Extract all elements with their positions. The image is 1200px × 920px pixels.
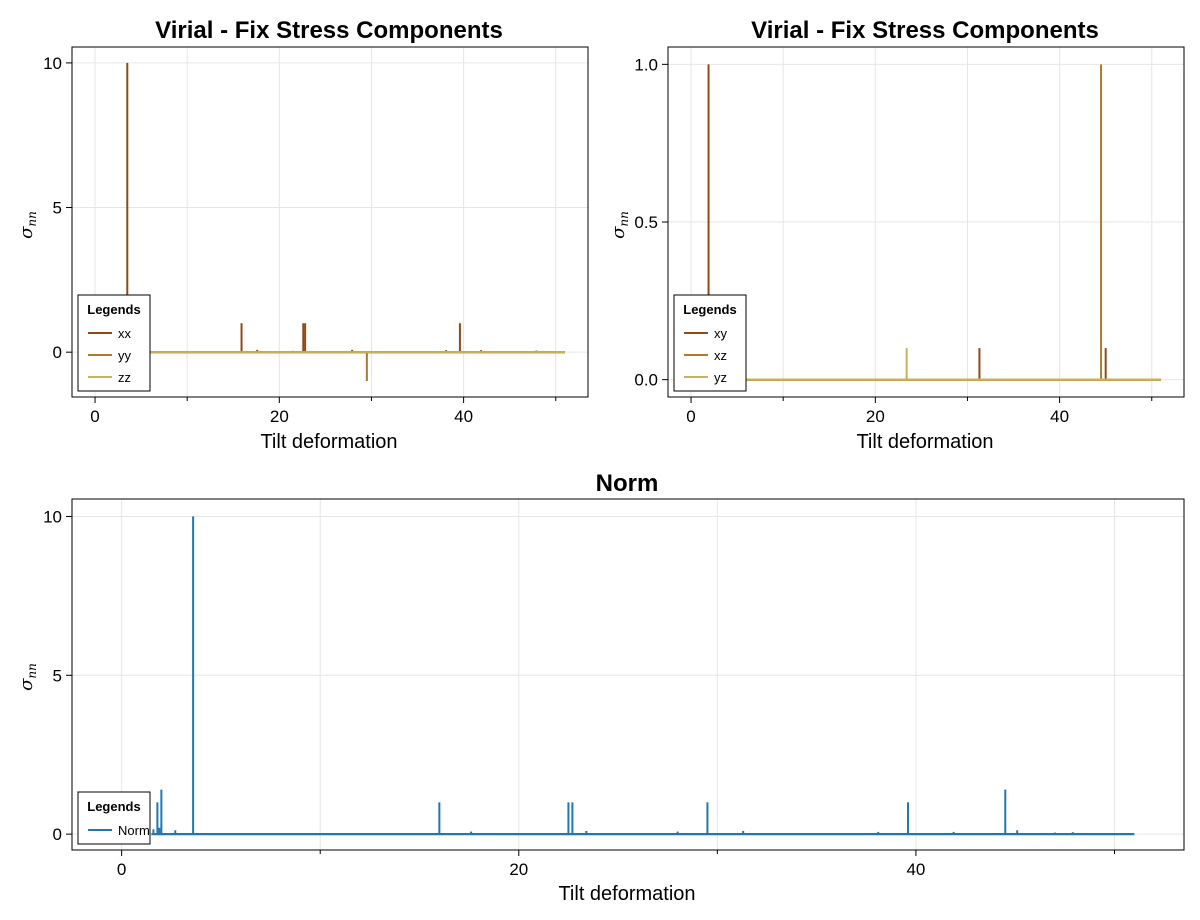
chart-title: Norm <box>596 470 659 497</box>
legend-box <box>77 294 151 392</box>
y-tick-label: 0.0 <box>634 371 658 390</box>
y-axis-label-subscript: nn <box>25 663 39 678</box>
legend: Legends xx yy zz <box>77 294 151 392</box>
legend: Legends Norm <box>77 791 151 845</box>
svg-text:σnn: σnn <box>16 663 39 691</box>
chart-title: Virial - Fix Stress Components <box>155 17 503 44</box>
x-tick-label: 20 <box>509 860 528 879</box>
plot-frame <box>71 498 1185 851</box>
y-axis-label-subscript: nn <box>25 211 39 226</box>
legend-label: Norm <box>118 823 150 838</box>
x-tick-label: 40 <box>1050 407 1069 426</box>
x-tick-label: 20 <box>270 407 289 426</box>
series-Norm <box>151 516 1135 836</box>
x-tick-label: 0 <box>90 407 99 426</box>
chart-bottom: Norm Tilt deformation σnn 0 20 40 0 5 10 Legen… <box>16 470 1185 905</box>
legend-label: zz <box>118 370 131 385</box>
x-axis-label: Tilt deformation <box>558 883 695 905</box>
legend-label: xx <box>118 326 132 341</box>
y-axis-label: σnn <box>16 663 39 691</box>
chart-title: Virial - Fix Stress Components <box>751 17 1099 44</box>
y-tick-label: 1.0 <box>634 55 658 74</box>
plot-frame <box>71 46 589 398</box>
y-tick-label: 5 <box>53 199 62 218</box>
y-axis-label: σnn <box>16 211 39 239</box>
y-tick-label: 5 <box>53 666 62 685</box>
plot-area: 0 20 40 0 5 10 Legends xx yy zz <box>43 46 589 426</box>
chart-top-right: Virial - Fix Stress Components Tilt defo… <box>608 17 1185 453</box>
x-axis-label: Tilt deformation <box>856 431 993 453</box>
x-axis-label: Tilt deformation <box>260 431 397 453</box>
x-tick-label: 20 <box>866 407 885 426</box>
legend: Legends xy xz yz <box>673 294 747 392</box>
legend-box <box>673 294 747 392</box>
y-tick-label: 10 <box>43 507 62 526</box>
x-tick-label: 40 <box>906 860 925 879</box>
y-tick-label: 0 <box>53 825 62 844</box>
chart-top-left: Virial - Fix Stress Components Tilt defo… <box>16 17 589 453</box>
x-tick-label: 0 <box>686 407 695 426</box>
svg-text:σnn: σnn <box>16 211 39 239</box>
y-axis-label-symbol: σ <box>16 226 37 239</box>
x-tick-label: 0 <box>117 860 126 879</box>
series-yy <box>108 350 565 382</box>
legend-title: Legends <box>683 302 736 317</box>
y-tick-label: 0.5 <box>634 213 658 232</box>
legend-box <box>77 791 151 845</box>
y-tick-label: 10 <box>43 54 62 73</box>
plot-area: 0 20 40 0 5 10 Legends Norm <box>43 498 1185 879</box>
y-tick-label: 0 <box>53 343 62 362</box>
svg-text:σnn: σnn <box>608 211 631 239</box>
legend-label: yy <box>118 348 132 363</box>
y-axis-label-subscript: nn <box>617 211 631 226</box>
legend-label: xy <box>714 326 728 341</box>
series-yz <box>704 348 1161 381</box>
x-tick-label: 40 <box>454 407 473 426</box>
y-axis-label: σnn <box>608 211 631 239</box>
y-axis-label-symbol: σ <box>16 678 37 691</box>
legend-title: Legends <box>87 302 140 317</box>
legend-title: Legends <box>87 799 140 814</box>
y-axis-label-symbol: σ <box>608 226 629 239</box>
legend-label: xz <box>714 348 727 363</box>
plot-area: 0 20 40 0.0 0.5 1.0 Legends xy xz yz <box>634 46 1185 426</box>
legend-label: yz <box>714 370 727 385</box>
